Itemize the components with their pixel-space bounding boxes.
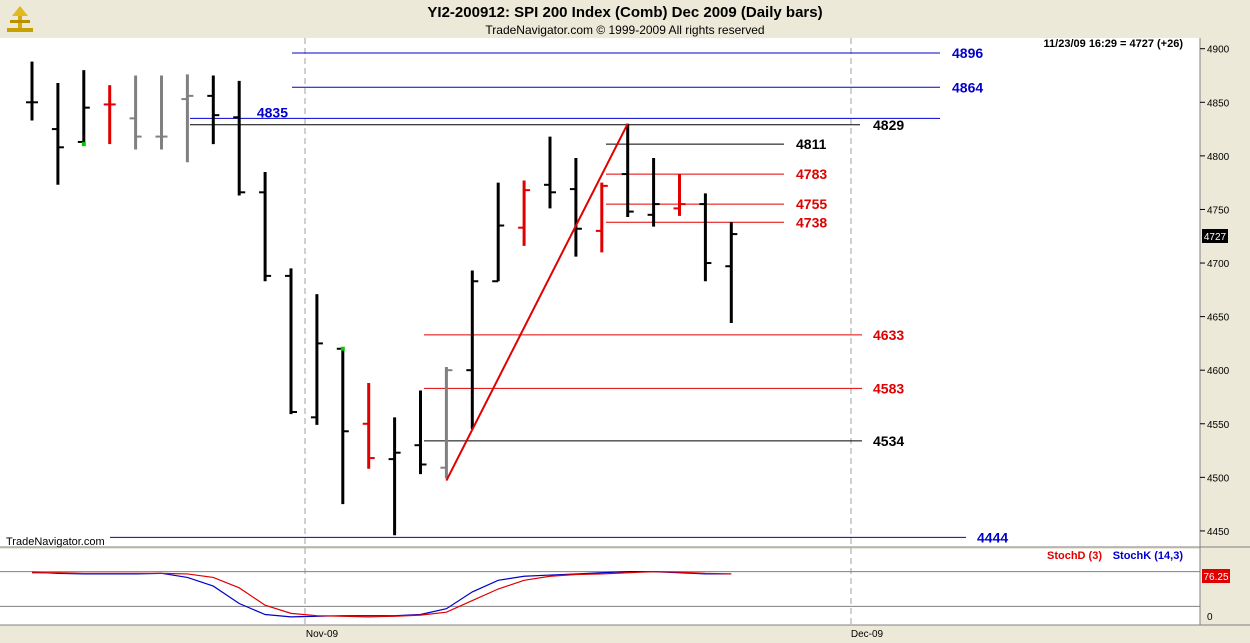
level-label-4835: 4835 bbox=[257, 104, 288, 120]
ohlc-bar bbox=[103, 85, 116, 145]
indicator-value-label: 76.25 bbox=[1203, 572, 1228, 583]
level-label-4811: 4811 bbox=[796, 136, 827, 152]
y-tick-label: 4700 bbox=[1207, 259, 1230, 270]
y-tick-label: 4500 bbox=[1207, 473, 1230, 484]
ohlc-bar bbox=[466, 270, 479, 430]
ohlc-bar bbox=[440, 366, 453, 479]
y-tick-label: 4550 bbox=[1207, 420, 1230, 431]
indicator-plot-area bbox=[0, 549, 1200, 625]
level-label-4583: 4583 bbox=[873, 380, 904, 396]
indicator-tick-0: 0 bbox=[1207, 612, 1213, 623]
level-label-4738: 4738 bbox=[796, 214, 827, 230]
ohlc-bar bbox=[362, 383, 375, 469]
ohlc-bar bbox=[673, 174, 686, 216]
ohlc-bar bbox=[129, 75, 142, 150]
ohlc-bar bbox=[233, 80, 246, 196]
ohlc-bar bbox=[77, 70, 90, 147]
y-tick-label: 4600 bbox=[1207, 366, 1230, 377]
level-label-4444: 4444 bbox=[977, 529, 1008, 545]
main-plot-area bbox=[0, 38, 1200, 547]
level-label-4755: 4755 bbox=[796, 196, 827, 212]
ohlc-bar bbox=[518, 180, 531, 246]
tradenavigator-logo-icon bbox=[4, 4, 36, 34]
chart-title: YI2-200912: SPI 200 Index (Comb) Dec 200… bbox=[427, 4, 823, 21]
last-price-label: 4727 bbox=[1204, 232, 1227, 243]
ohlc-bar bbox=[544, 136, 556, 209]
ohlc-bar bbox=[569, 158, 582, 257]
signal-dot bbox=[81, 142, 86, 147]
ohlc-bar bbox=[259, 171, 272, 282]
ohlc-bar bbox=[26, 61, 38, 121]
signal-dot bbox=[340, 346, 345, 351]
watermark: TradeNavigator.com bbox=[6, 536, 105, 548]
legend-stochd: StochD (3) bbox=[1047, 550, 1102, 562]
ohlc-bar bbox=[621, 123, 634, 217]
ohlc-bar bbox=[647, 158, 660, 227]
ohlc-bar bbox=[207, 75, 220, 145]
level-label-4633: 4633 bbox=[873, 327, 904, 343]
last-price-box bbox=[1202, 229, 1228, 243]
ohlc-bar bbox=[51, 83, 64, 185]
ohlc-bar bbox=[310, 294, 323, 425]
ohlc-bar bbox=[595, 182, 608, 253]
ohlc-bar bbox=[181, 74, 194, 163]
ohlc-bars bbox=[26, 61, 738, 536]
stochastic-indicator bbox=[0, 570, 1200, 618]
ohlc-bar bbox=[492, 182, 505, 283]
y-tick-label: 4650 bbox=[1207, 313, 1230, 324]
y-tick-label: 4850 bbox=[1207, 98, 1230, 109]
legend-stochk: StochK (14,3) bbox=[1113, 550, 1184, 562]
level-label-4534: 4534 bbox=[873, 433, 904, 449]
level-label-4783: 4783 bbox=[796, 166, 827, 182]
price-levels: 4896 4864 4835 4829 4811 4783 4755 4738 4633 4583… bbox=[110, 45, 1008, 545]
ohlc-bar bbox=[699, 193, 712, 282]
stochd-line bbox=[32, 570, 732, 618]
chart-subtitle: TradeNavigator.com © 1999-2009 All right… bbox=[485, 23, 765, 37]
ohlc-bar bbox=[155, 75, 168, 150]
ohlc-bar bbox=[414, 390, 427, 475]
ohlc-bar bbox=[388, 417, 401, 536]
chart-header: YI2-200912: SPI 200 Index (Comb) Dec 200… bbox=[0, 0, 1250, 38]
level-label-4896: 4896 bbox=[952, 45, 983, 61]
ohlc-bar bbox=[285, 268, 297, 415]
status-readout: 11/23/09 16:29 = 4727 (+26) bbox=[1044, 38, 1184, 50]
trendline-group bbox=[445, 123, 629, 482]
level-label-4864: 4864 bbox=[952, 79, 983, 95]
ohlc-bar bbox=[725, 222, 738, 324]
y-tick-label: 4750 bbox=[1207, 205, 1230, 216]
price-axis: 4450 4500 4550 4600 4650 4700 4750 4800 4850 4900 bbox=[1200, 45, 1230, 538]
x-tick-dec: Dec-09 bbox=[851, 629, 884, 640]
indicator-value-box bbox=[1202, 569, 1230, 583]
level-label-4829: 4829 bbox=[873, 117, 904, 133]
y-tick-label: 4450 bbox=[1207, 527, 1230, 538]
y-tick-label: 4800 bbox=[1207, 152, 1230, 163]
trendline bbox=[445, 123, 629, 482]
x-tick-nov: Nov-09 bbox=[306, 629, 339, 640]
ohlc-bar bbox=[336, 346, 349, 505]
y-tick-label: 4900 bbox=[1207, 45, 1230, 56]
